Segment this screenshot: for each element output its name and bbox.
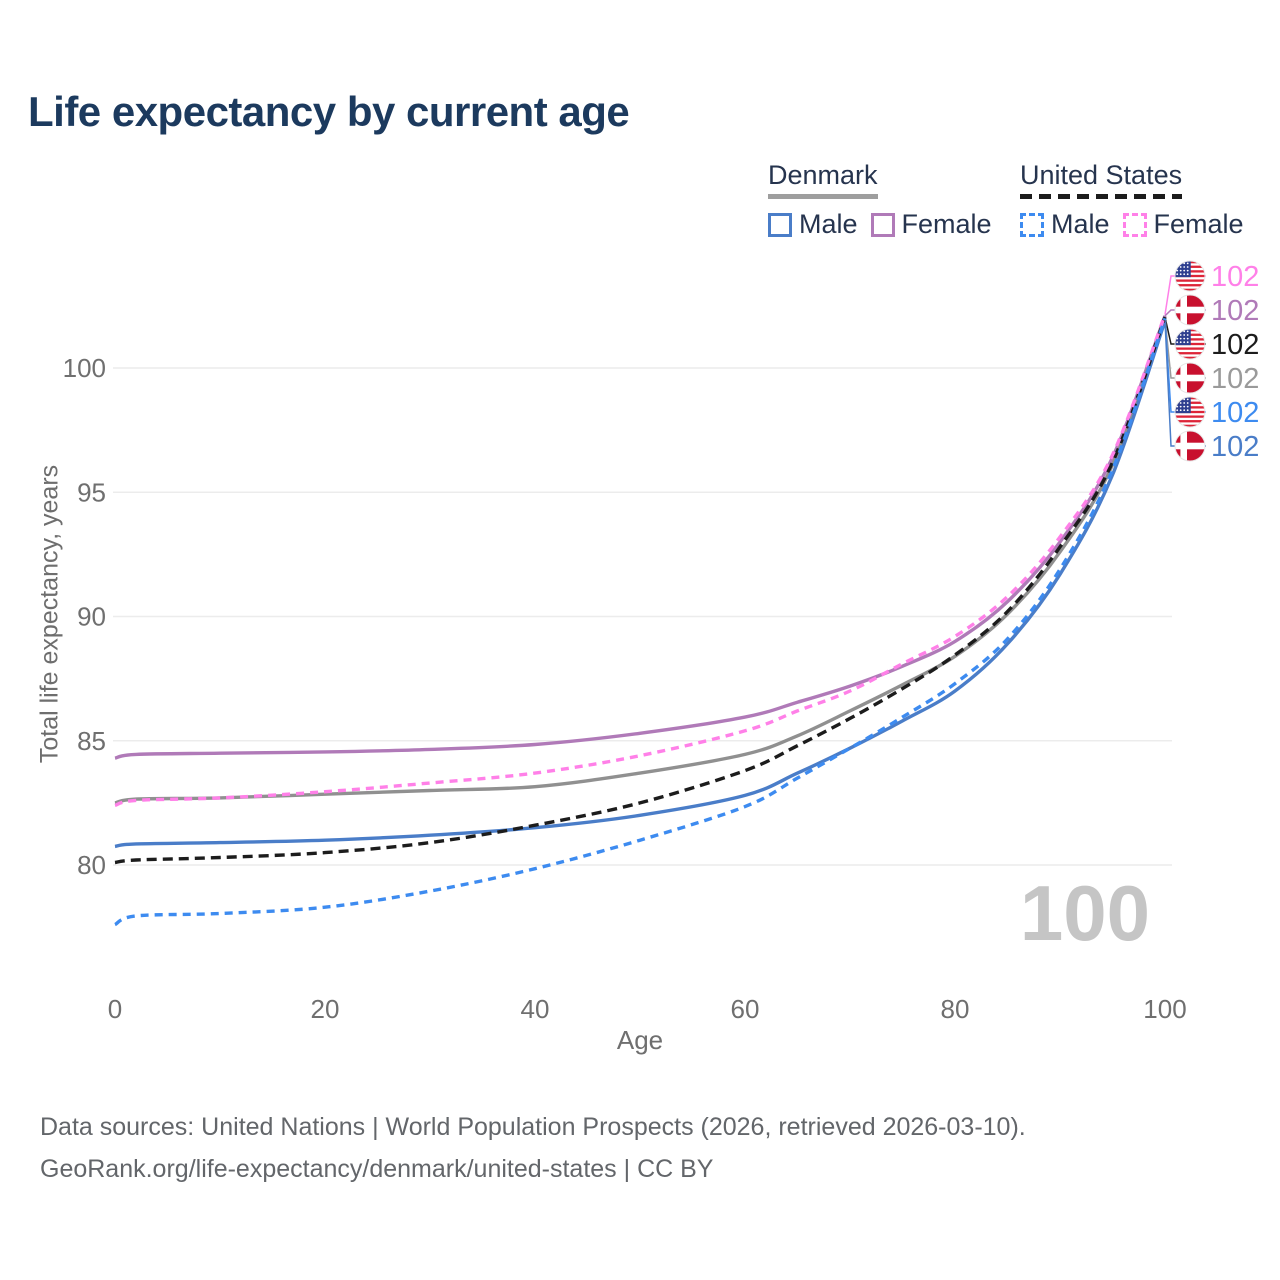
us-female-swatch-icon <box>1122 212 1147 237</box>
x-tick-label-100: 100 <box>1143 994 1186 1024</box>
end-label-united-states-male: 102 <box>1174 396 1259 429</box>
legend-group-united-states: United States Male Female <box>1020 160 1257 240</box>
footer: Data sources: United Nations | World Pop… <box>40 1106 1026 1190</box>
denmark-male-swatch-icon <box>768 212 792 237</box>
data-sources-line: Data sources: United Nations | World Pop… <box>40 1113 1026 1141</box>
legend-item-denmark-male-label: Male <box>799 209 858 239</box>
denmark-female-swatch-icon <box>870 212 895 237</box>
legend-header-united-states[interactable]: United States <box>1020 160 1183 199</box>
series-line-united-states-female[interactable] <box>114 314 1167 808</box>
series-line-united-states-both-sexes[interactable] <box>114 316 1167 865</box>
end-label-denmark-female: 102 <box>1174 294 1259 327</box>
y-tick-label-90: 90 <box>77 602 106 632</box>
current-age-watermark: 100 <box>1019 869 1150 957</box>
legend-group-denmark: Denmark Male Female <box>768 160 1005 240</box>
y-tick-label-80: 80 <box>77 850 106 880</box>
end-value-label: 102 <box>1211 261 1259 293</box>
end-value-label: 102 <box>1211 329 1259 361</box>
x-tick-label-60: 60 <box>731 994 760 1024</box>
legend-item-denmark-male[interactable]: Male <box>768 209 858 240</box>
y-axis-title: Total life expectancy, years <box>35 464 64 764</box>
end-value-label: 102 <box>1211 431 1259 463</box>
series-line-denmark-female[interactable] <box>114 315 1167 760</box>
legend-item-us-female[interactable]: Female <box>1122 209 1244 240</box>
x-tick-label-40: 40 <box>521 994 550 1024</box>
us-male-swatch-icon <box>1020 212 1044 237</box>
y-tick-label-95: 95 <box>77 477 106 507</box>
us-flag-icon <box>1174 328 1206 360</box>
legend-item-denmark-female-label: Female <box>901 209 992 239</box>
legend-header-denmark-label: Denmark <box>768 160 878 190</box>
series-line-denmark-both-sexes[interactable] <box>114 317 1167 805</box>
attribution-line: GeoRank.org/life-expectancy/denmark/unit… <box>40 1155 714 1183</box>
denmark-line-style-swatch <box>768 194 878 199</box>
denmark-flag-icon <box>1174 362 1206 394</box>
end-value-label: 102 <box>1211 397 1259 429</box>
us-flag-icon <box>1174 260 1206 292</box>
y-tick-label-100: 100 <box>63 353 106 383</box>
legend-item-us-male-label: Male <box>1051 209 1110 239</box>
united-states-line-style-swatch <box>1020 194 1183 199</box>
denmark-flag-icon <box>1174 294 1206 326</box>
legend-header-united-states-label: United States <box>1020 160 1183 190</box>
denmark-flag-icon <box>1174 430 1206 462</box>
series-line-united-states-male[interactable] <box>114 317 1167 927</box>
end-label-united-states-both-sexes: 102 <box>1174 328 1259 361</box>
x-tick-label-0: 0 <box>108 994 122 1024</box>
x-axis-title: Age <box>617 1025 663 1055</box>
legend-item-denmark-female[interactable]: Female <box>870 209 992 240</box>
end-value-label: 102 <box>1211 363 1259 395</box>
end-label-united-states-female: 102 <box>1174 260 1259 293</box>
end-label-denmark-both-sexes: 102 <box>1174 362 1259 395</box>
us-flag-icon <box>1174 396 1206 428</box>
legend-item-us-female-label: Female <box>1153 209 1244 239</box>
page-title: Life expectancy by current age <box>28 88 630 135</box>
legend-header-denmark[interactable]: Denmark <box>768 160 878 199</box>
y-tick-label-85: 85 <box>77 726 106 756</box>
end-value-label: 102 <box>1211 295 1259 327</box>
series-line-denmark-male[interactable] <box>114 320 1167 849</box>
x-tick-label-20: 20 <box>311 994 340 1024</box>
end-label-denmark-male: 102 <box>1174 430 1259 463</box>
x-tick-label-80: 80 <box>941 994 970 1024</box>
legend-item-us-male[interactable]: Male <box>1020 209 1110 240</box>
